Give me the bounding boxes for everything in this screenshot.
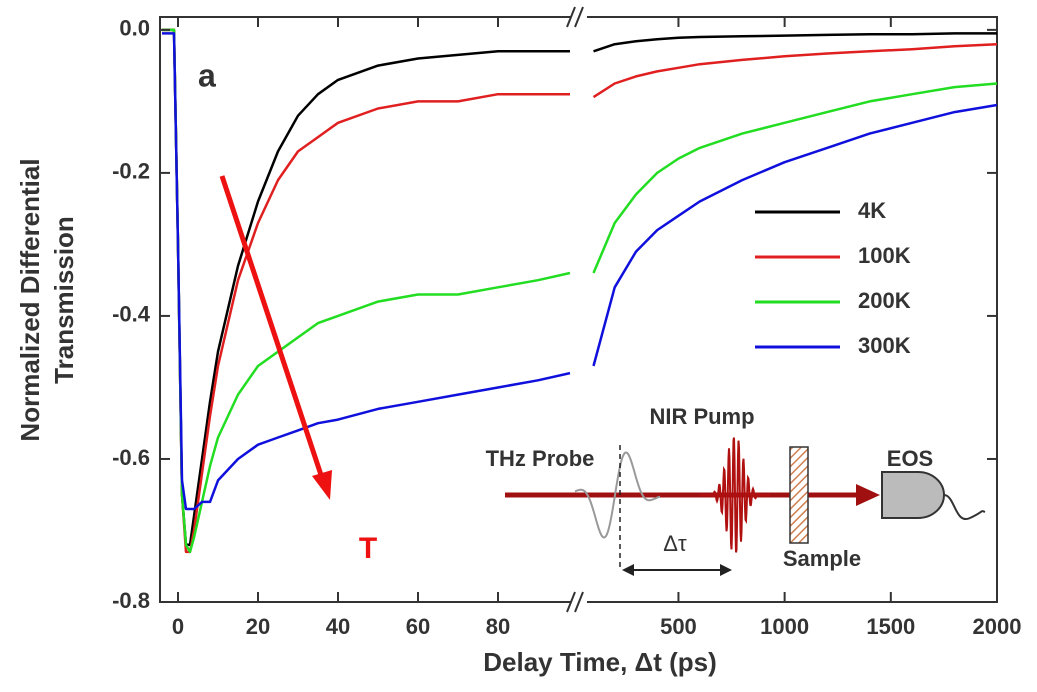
inset-label: EOS [887,446,933,471]
trend-arrow-head [312,470,332,500]
axis-break-gap [571,8,587,612]
series-line [592,42,998,99]
series-line [593,32,997,53]
series-line [592,103,998,367]
x-tick-label: 20 [246,614,270,639]
series-line [592,82,998,274]
panel-label: a [198,57,216,93]
series-line [162,32,571,511]
y-tick-label: -0.2 [112,159,150,184]
curves [162,28,998,554]
legend-label: 4K [858,198,886,223]
x-tick-label: 500 [660,614,697,639]
y-axis-label: Normalized Differential [15,158,45,441]
inset-label: Δτ [663,531,687,556]
x-tick-label: 60 [406,614,430,639]
legend-label: 100K [858,243,911,268]
inset-label: Sample [783,546,861,571]
inset-diagram: THz Probe NIR Pump Δτ Sample EOS [486,404,986,576]
trend-arrow [219,175,325,479]
x-tick-label: 1000 [760,614,809,639]
inset-label: THz Probe [486,446,595,471]
x-tick-label: 2000 [973,614,1022,639]
legend-label: 300K [858,333,911,358]
x-tick-label: 40 [326,614,350,639]
x-axis-label: Delay Time, Δt (ps) [483,647,717,677]
axis-break-marks [566,6,584,613]
y-tick-label: -0.6 [112,445,150,470]
legend: 4K 100K 200K 300K [755,198,911,358]
legend-label: 200K [858,288,911,313]
y-tick-label: -0.8 [112,588,150,613]
y-tick-label: -0.4 [112,302,151,327]
x-tick-label: 80 [486,614,510,639]
x-tick-label: 0 [172,614,184,639]
x-tick-label: 1500 [866,614,915,639]
y-axis-label: Transmission [49,216,79,384]
arrow-label: T [359,532,377,565]
inset-label: NIR Pump [649,404,754,429]
y-tick-label: 0.0 [119,16,150,41]
